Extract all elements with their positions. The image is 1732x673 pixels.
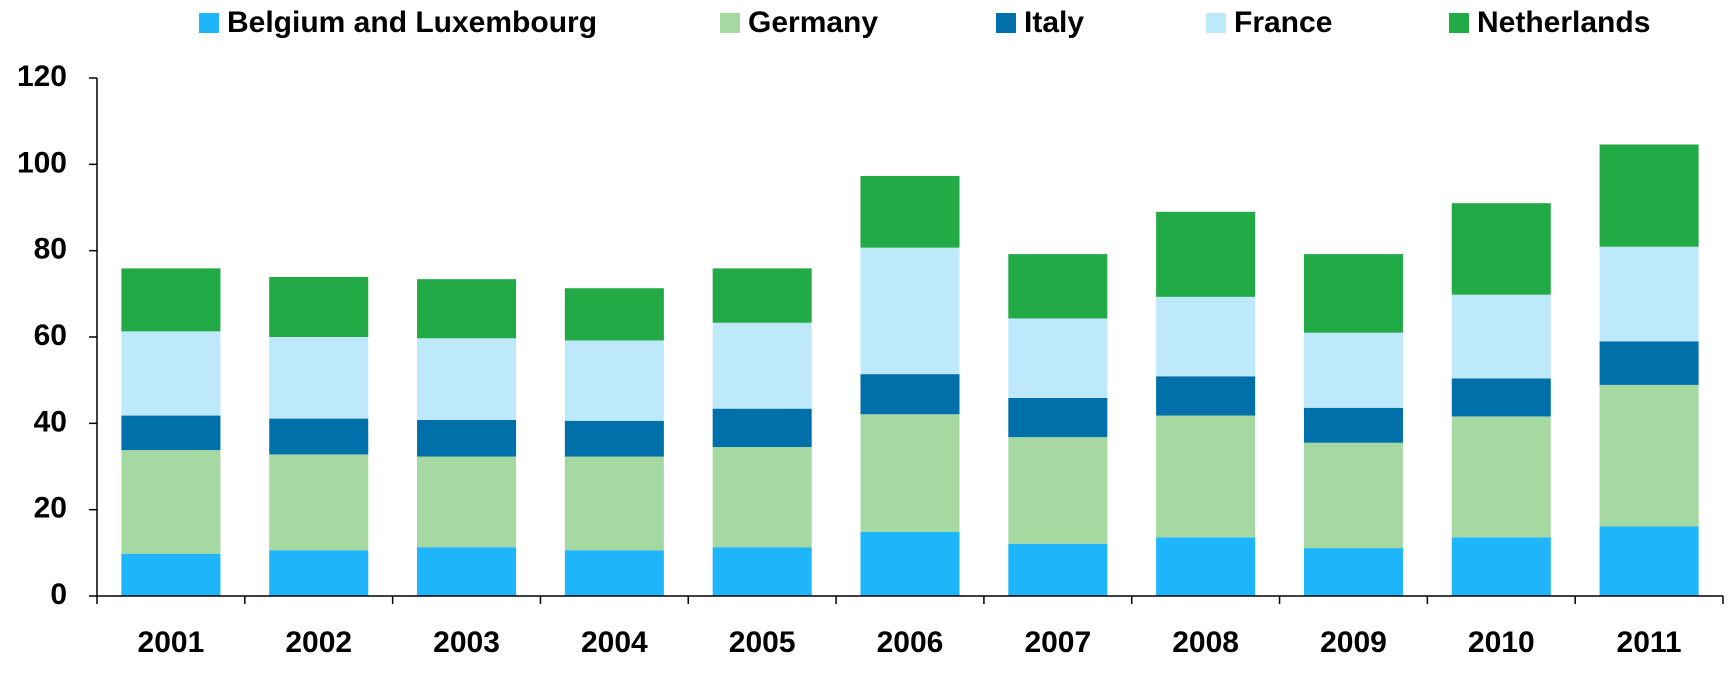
- legend-label: Netherlands: [1477, 6, 1650, 39]
- bar-segment: [712, 268, 812, 323]
- bar-segment: [1599, 144, 1699, 247]
- bar-segment: [269, 418, 369, 455]
- bar-segment: [1599, 246, 1699, 342]
- y-tick-label: 100: [17, 146, 67, 179]
- bar-segment: [860, 175, 960, 248]
- legend-label: Germany: [748, 6, 878, 39]
- bar-segment: [564, 288, 664, 341]
- y-tick-label: 0: [50, 578, 67, 611]
- bar-segment: [860, 531, 960, 596]
- bar-segment: [1008, 437, 1108, 544]
- bar-segment: [1303, 254, 1403, 333]
- bar-segment: [564, 456, 664, 551]
- y-tick-label: 40: [34, 405, 67, 438]
- bar-segment: [417, 547, 517, 596]
- bar-segment: [564, 420, 664, 457]
- bar-segment: [269, 337, 369, 419]
- x-tick-label: 2007: [1024, 626, 1091, 659]
- x-tick-label: 2009: [1320, 626, 1387, 659]
- bar-segment: [1599, 384, 1699, 527]
- y-tick-label: 120: [17, 60, 67, 93]
- bar-segment: [860, 414, 960, 532]
- bar-segment: [1303, 407, 1403, 443]
- bar-segment: [1451, 416, 1551, 538]
- bar-segment: [417, 338, 517, 420]
- bar-segment: [121, 415, 221, 451]
- legend-label: Italy: [1024, 6, 1084, 39]
- bar-segment: [1451, 203, 1551, 295]
- bar-segment: [1156, 376, 1256, 416]
- bar-segment: [1599, 341, 1699, 385]
- bar-segment: [1156, 211, 1256, 297]
- bar-segment: [417, 456, 517, 548]
- x-tick-label: 2003: [433, 626, 500, 659]
- bar-segment: [1156, 537, 1256, 596]
- bar-segment: [712, 322, 812, 409]
- legend-swatch: [1206, 13, 1226, 33]
- x-tick-label: 2004: [581, 626, 648, 659]
- legend-swatch: [996, 13, 1016, 33]
- x-tick-label: 2010: [1468, 626, 1535, 659]
- legend-swatch: [199, 13, 219, 33]
- bar-segment: [1451, 537, 1551, 596]
- bar-segment: [1303, 442, 1403, 549]
- bar-segment: [712, 547, 812, 596]
- bar-segment: [269, 550, 369, 596]
- bar-segment: [269, 454, 369, 551]
- bar-segment: [1008, 254, 1108, 319]
- bar-segment: [1303, 332, 1403, 408]
- x-tick-label: 2011: [1617, 626, 1682, 659]
- bar-segment: [712, 408, 812, 448]
- y-tick-label: 80: [34, 233, 67, 266]
- bar-segment: [121, 268, 221, 332]
- x-tick-label: 2002: [285, 626, 352, 659]
- x-tick-label: 2006: [877, 626, 944, 659]
- bar-segment: [712, 447, 812, 548]
- bar-segment: [1008, 543, 1108, 596]
- bar-segment: [121, 450, 221, 554]
- legend-label: France: [1234, 6, 1332, 39]
- bar-segment: [417, 419, 517, 457]
- bar-segment: [121, 331, 221, 416]
- bar-segment: [1451, 294, 1551, 379]
- legend-swatch: [1449, 13, 1469, 33]
- x-tick-label: 2005: [729, 626, 796, 659]
- bar-segment: [860, 374, 960, 415]
- bar-segment: [564, 550, 664, 596]
- bar-segment: [1156, 415, 1256, 538]
- bar-segment: [1156, 296, 1256, 377]
- x-tick-label: 2001: [138, 626, 205, 659]
- legend-swatch: [720, 13, 740, 33]
- y-tick-label: 60: [34, 319, 67, 352]
- bar-segment: [417, 279, 517, 339]
- bar-segment: [1008, 318, 1108, 398]
- y-tick-label: 20: [34, 492, 67, 525]
- bar-segment: [121, 553, 221, 596]
- bar-segment: [1008, 397, 1108, 438]
- bar-segment: [564, 340, 664, 421]
- x-tick-label: 2008: [1172, 626, 1239, 659]
- bar-segment: [1599, 526, 1699, 596]
- bar-segment: [1303, 548, 1403, 596]
- legend-label: Belgium and Luxembourg: [227, 6, 597, 39]
- bar-segment: [269, 276, 369, 337]
- bar-segment: [860, 247, 960, 375]
- bar-segment: [1451, 378, 1551, 417]
